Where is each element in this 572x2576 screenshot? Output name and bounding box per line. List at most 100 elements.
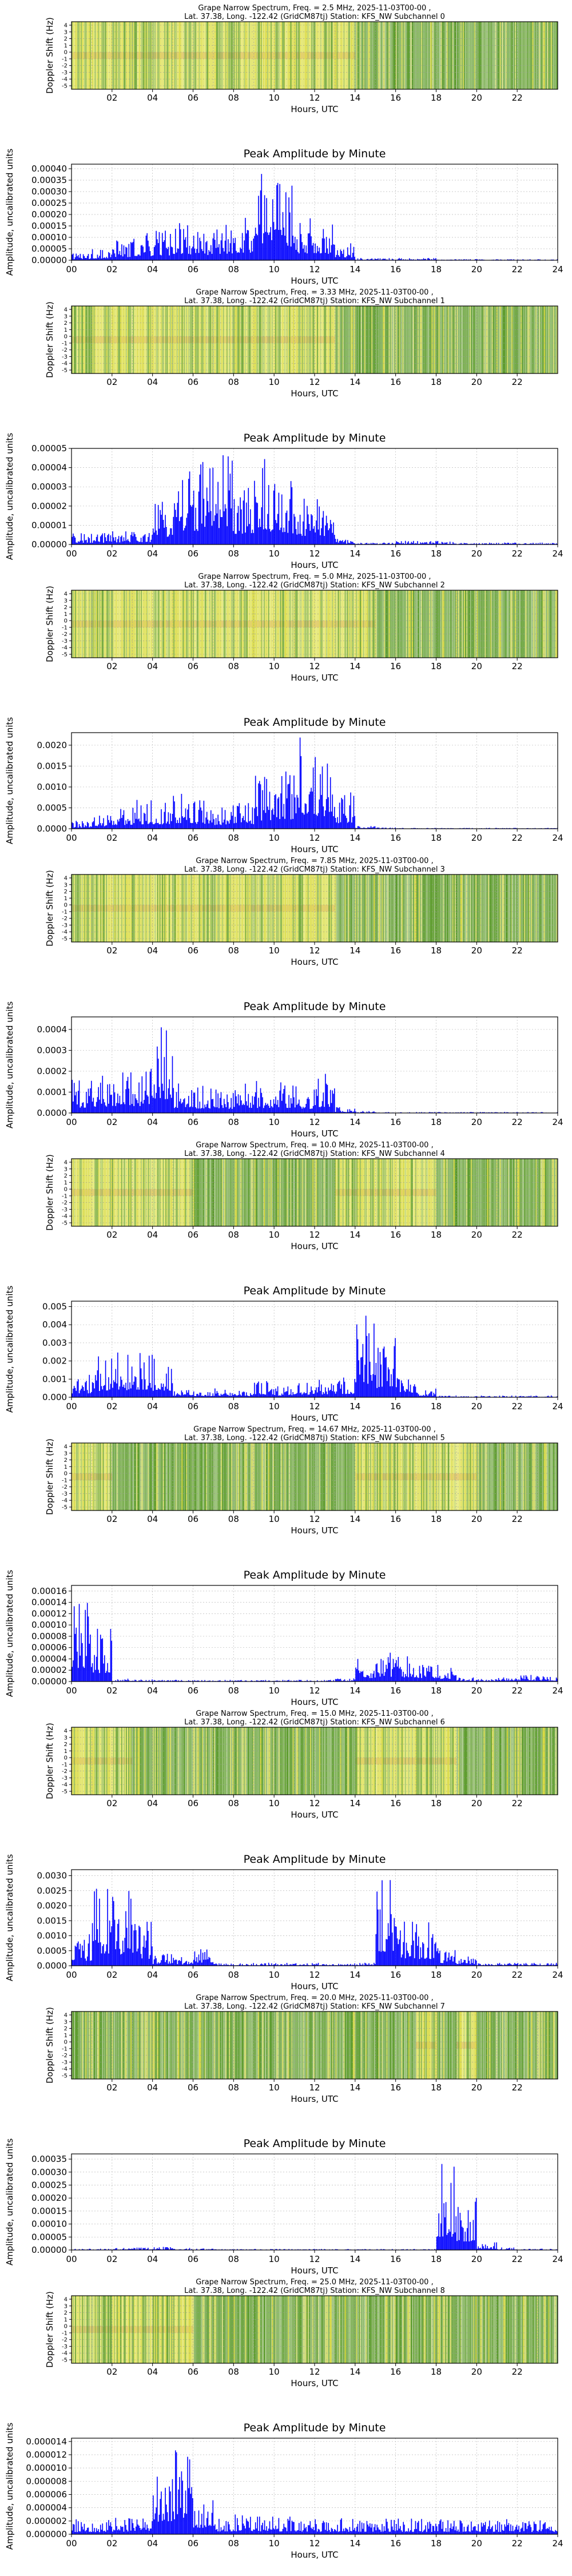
amplitude-bar (185, 808, 186, 829)
spectrogram-stripe (514, 1159, 515, 1226)
amplitude-bar (98, 1087, 99, 1113)
spectrogram-stripe (382, 874, 383, 942)
x-tick-label: 02 (106, 661, 117, 671)
spectrogram-stripe (385, 874, 386, 942)
spectrogram-stripe (448, 1159, 449, 1226)
amplitude-bar (263, 1108, 264, 1113)
spectrogram-stripe (302, 874, 303, 942)
amplitude-bar (233, 805, 234, 829)
amplitude-bar (146, 804, 148, 829)
y-axis-label: Doppler Shift (Hz) (45, 1154, 55, 1231)
spectrogram-stripe (356, 22, 357, 89)
spectrogram-stripe (304, 874, 305, 942)
spectrogram-stripe (424, 1159, 426, 1226)
spectrogram-stripe (364, 1159, 365, 1226)
x-tick-label: 04 (147, 264, 158, 275)
amplitude-bar (346, 818, 347, 829)
amplitude-bar (339, 541, 340, 544)
x-tick-label: 14 (349, 93, 360, 103)
amplitude-bar (112, 249, 113, 260)
amplitude-bar (268, 810, 269, 829)
amplitude-bar (120, 1096, 121, 1113)
amplitude-bar (142, 1390, 144, 1397)
amplitude-bar (149, 247, 150, 260)
x-tick-label: 20 (471, 377, 482, 387)
spectrogram-stripe (450, 22, 451, 89)
y-tick-label: 0.00010 (31, 232, 67, 243)
amplitude-bar (283, 1089, 284, 1113)
amplitude-bar (311, 788, 312, 829)
amplitude-bar (162, 502, 163, 544)
spectrogram-stripe (116, 22, 117, 89)
amplitude-bar (80, 1108, 81, 1113)
amplitude-bar (91, 1081, 92, 1113)
amplitude-bar (201, 249, 202, 260)
spectrogram-stripe (84, 306, 85, 373)
spectrogram-stripe (125, 874, 126, 942)
spectrogram-stripe (416, 306, 418, 373)
amplitude-bar (251, 824, 252, 829)
amplitude-bar (95, 1375, 96, 1397)
amplitude-bar (159, 1389, 160, 1397)
spectrogram-stripe (444, 874, 446, 942)
spectrogram-stripe (405, 306, 406, 373)
amplitude-bar (288, 1095, 289, 1113)
spectrogram-stripe (454, 874, 455, 942)
amplitude-bar (236, 1096, 237, 1113)
amplitude-bar (77, 1381, 78, 1397)
amplitude-bar (110, 816, 112, 829)
spectrogram-stripe (488, 22, 490, 89)
amplitude-bar (99, 256, 100, 260)
x-tick-label: 04 (147, 833, 158, 843)
amplitude-bar (118, 821, 120, 829)
amplitude-bar (352, 817, 353, 829)
y-tick-label: -4 (62, 645, 67, 651)
spectrogram-stripe (465, 1159, 466, 1226)
spectrogram-stripe (291, 1159, 292, 1226)
spectrogram-stripe (491, 306, 492, 373)
spectrogram-stripe (113, 874, 114, 942)
amplitude-bar (242, 818, 243, 829)
amplitude-bar (322, 766, 323, 829)
spectrogram-stripe (319, 22, 320, 89)
spectrogram-stripe (510, 590, 511, 658)
spectrogram-stripe (321, 590, 323, 658)
x-tick-label: 22 (512, 377, 523, 387)
spectrogram-stripe (471, 874, 472, 942)
amplitude-bar (248, 488, 249, 544)
amplitude-bar (275, 794, 276, 829)
amplitude-bar (277, 514, 279, 544)
amplitude-bar (75, 257, 76, 260)
spectrogram-stripe (90, 306, 91, 373)
spectrogram-stripe (510, 1159, 511, 1226)
y-tick-label: -1 (62, 340, 67, 347)
spectrogram-stripe (388, 22, 389, 89)
x-tick-label: 14 (349, 264, 360, 275)
amplitude-bar (305, 529, 307, 544)
amplitude-bar (236, 534, 237, 544)
amplitude-bar (149, 533, 150, 544)
amplitude-bar (86, 826, 87, 829)
amplitude-bar (297, 1103, 299, 1113)
spectrogram-stripe (465, 590, 466, 658)
spectrogram-stripe (333, 1159, 334, 1226)
amplitude-bar (244, 1105, 245, 1113)
amplitude-bar (169, 1079, 170, 1113)
amplitude-bar (223, 248, 224, 260)
amplitude-bar (252, 1096, 253, 1113)
spectrogram-stripe (119, 590, 120, 658)
amplitude-bar (327, 523, 328, 544)
spectrogram-stripe (379, 874, 380, 942)
amplitude-bar (159, 528, 160, 544)
amplitude-bar (99, 816, 100, 829)
amplitude-bar (110, 535, 112, 544)
amplitude-bar (266, 779, 267, 829)
amplitude-bar (91, 534, 92, 544)
spectrogram-stripe (325, 306, 326, 373)
amplitude-bar (137, 1103, 138, 1113)
spectrogram-stripe (494, 22, 495, 89)
spectrogram-panel-2: Grape Narrow Spectrum, Freq. = 5.0 MHz, … (45, 573, 558, 683)
amplitude-bar (345, 816, 346, 829)
spectrogram-stripe (467, 306, 468, 373)
amplitude-bar (108, 1377, 109, 1397)
